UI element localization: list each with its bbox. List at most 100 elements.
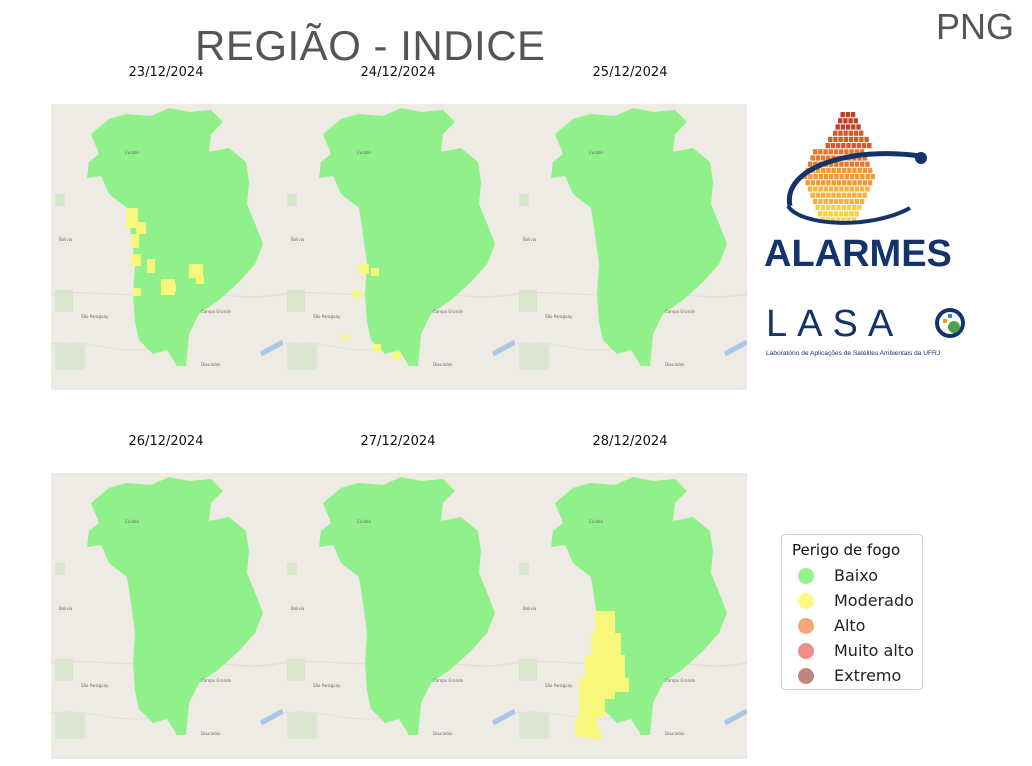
moderate-cell bbox=[189, 264, 203, 278]
format-label: PNG bbox=[935, 6, 1014, 47]
legend-item-muito-alto: Muito alto bbox=[792, 638, 922, 663]
map-city-label: Dourados bbox=[665, 731, 684, 736]
map-panel-6: Cuiabá Campo Grande Bolivia São Paraguay Dou… bbox=[514, 473, 747, 759]
moderate-cell bbox=[133, 288, 141, 296]
legend-swatch bbox=[798, 667, 814, 684]
legend-swatch bbox=[798, 592, 814, 609]
region-shape bbox=[551, 477, 727, 735]
legend: Perigo de fogo Baixo Moderado Alto Muito… bbox=[781, 534, 923, 690]
satellite-icon bbox=[915, 152, 927, 164]
region-shape bbox=[319, 108, 495, 366]
moderate-cell bbox=[591, 633, 621, 655]
logos: ALARMES LASA Laboratório de Aplicações d… bbox=[764, 112, 965, 357]
legend-label: Alto bbox=[834, 616, 866, 635]
map-date-3: 25/12/2024 bbox=[592, 65, 668, 80]
alarmes-flame-icon bbox=[803, 112, 875, 223]
map-city-label: Campo Grande bbox=[665, 678, 696, 683]
moderate-cell bbox=[579, 677, 615, 699]
moderate-cell bbox=[131, 254, 141, 266]
map-city-label: Dourados bbox=[433, 731, 452, 736]
region-shape bbox=[87, 477, 263, 735]
river-icon bbox=[259, 339, 285, 357]
map-strip-bottom: Cuiabá Campo Grande Bolivia São Paraguay Dou… bbox=[51, 473, 747, 759]
map-city-label: Dourados bbox=[201, 731, 220, 736]
moderate-cell bbox=[196, 276, 204, 284]
legend-item-moderado: Moderado bbox=[792, 588, 922, 613]
legend-swatch bbox=[798, 617, 814, 634]
river-icon bbox=[723, 708, 747, 726]
map-date-2: 24/12/2024 bbox=[360, 65, 436, 80]
legend-title: Perigo de fogo bbox=[792, 541, 901, 559]
moderate-cell bbox=[579, 697, 605, 717]
map-panel-3: Cuiabá Campo Grande Bolivia São Paraguay Dou… bbox=[514, 104, 747, 390]
map-city-label: São Paraguay bbox=[81, 683, 109, 688]
legend-label: Extremo bbox=[834, 666, 902, 685]
map-city-label: Bolivia bbox=[523, 237, 537, 242]
map-date-1: 23/12/2024 bbox=[128, 65, 204, 80]
legend-swatch bbox=[798, 642, 814, 659]
moderate-cell bbox=[343, 334, 349, 340]
map-city-label: Dourados bbox=[201, 362, 220, 367]
moderate-cell bbox=[166, 284, 176, 292]
alarmes-logo: ALARMES bbox=[764, 112, 952, 275]
legend-label: Baixo bbox=[834, 566, 878, 585]
region-shape bbox=[551, 108, 727, 366]
alarmes-orbit-arc-lower bbox=[786, 204, 911, 225]
lasa-logo: LASA Laboratório de Aplicações de Satéli… bbox=[766, 303, 965, 357]
moderate-cell bbox=[589, 729, 601, 739]
moderate-cell bbox=[371, 268, 379, 276]
legend-item-baixo: Baixo bbox=[792, 563, 922, 588]
map-city-label: Bolivia bbox=[59, 606, 73, 611]
map-city-label: Bolivia bbox=[523, 606, 537, 611]
river-icon bbox=[723, 339, 747, 357]
map-panel-5: Cuiabá Campo Grande Bolivia São Paraguay Dou… bbox=[282, 473, 517, 759]
moderate-cell bbox=[147, 259, 155, 273]
map-city-label: São Paraguay bbox=[313, 314, 341, 319]
moderate-cell bbox=[373, 344, 381, 352]
map-date-5: 27/12/2024 bbox=[360, 434, 436, 449]
alarmes-wordmark: ALARMES bbox=[764, 233, 952, 275]
map-city-label: São Paraguay bbox=[81, 314, 109, 319]
map-city-label: Bolivia bbox=[291, 606, 305, 611]
lasa-subtitle: Laboratório de Aplicações de Satélites A… bbox=[766, 350, 940, 357]
map-date-6: 28/12/2024 bbox=[592, 434, 668, 449]
map-city-label: Cuiabá bbox=[589, 519, 603, 524]
river-icon bbox=[259, 708, 285, 726]
moderate-cell bbox=[353, 290, 361, 298]
map-city-label: Dourados bbox=[433, 362, 452, 367]
legend-swatch bbox=[798, 567, 814, 584]
river-icon bbox=[491, 339, 517, 357]
alarmes-orbit-arc bbox=[786, 151, 921, 207]
lasa-wordmark: LASA bbox=[766, 303, 903, 345]
map-panel-2: Cuiabá Campo Grande Bolivia São Paraguay Dou… bbox=[282, 104, 517, 390]
legend-item-extremo: Extremo bbox=[792, 663, 922, 688]
moderate-cell bbox=[595, 611, 615, 635]
moderate-cell bbox=[131, 234, 139, 248]
moderate-cell bbox=[393, 352, 401, 360]
map-city-label: Bolivia bbox=[291, 237, 305, 242]
map-city-label: São Paraguay bbox=[545, 314, 573, 319]
legend-label: Moderado bbox=[834, 591, 914, 610]
map-city-label: Cuiabá bbox=[357, 150, 371, 155]
moderate-cell bbox=[136, 222, 146, 234]
legend-label: Muito alto bbox=[834, 641, 914, 660]
page-title: REGIÃO - INDICE bbox=[195, 22, 546, 69]
map-panel-4: Cuiabá Campo Grande Bolivia São Paraguay Dou… bbox=[51, 473, 285, 759]
moderate-cell bbox=[585, 655, 625, 679]
map-city-label: São Paraguay bbox=[545, 683, 573, 688]
map-city-label: Campo Grande bbox=[433, 678, 464, 683]
moderate-cell bbox=[613, 678, 629, 692]
map-city-label: Campo Grande bbox=[665, 309, 696, 314]
legend-item-alto: Alto bbox=[792, 613, 922, 638]
moderate-cell bbox=[359, 264, 369, 274]
lasa-globe-icon bbox=[935, 308, 965, 338]
map-city-label: Campo Grande bbox=[433, 309, 464, 314]
map-city-label: Campo Grande bbox=[201, 309, 232, 314]
map-city-label: Cuiabá bbox=[357, 519, 371, 524]
map-city-label: Dourados bbox=[665, 362, 684, 367]
map-city-label: Cuiabá bbox=[125, 150, 139, 155]
map-city-label: Cuiabá bbox=[125, 519, 139, 524]
map-date-4: 26/12/2024 bbox=[128, 434, 204, 449]
map-panel-1: Cuiabá Campo Grande Bolivia São Paraguay Dou… bbox=[51, 104, 285, 390]
map-city-label: São Paraguay bbox=[313, 683, 341, 688]
